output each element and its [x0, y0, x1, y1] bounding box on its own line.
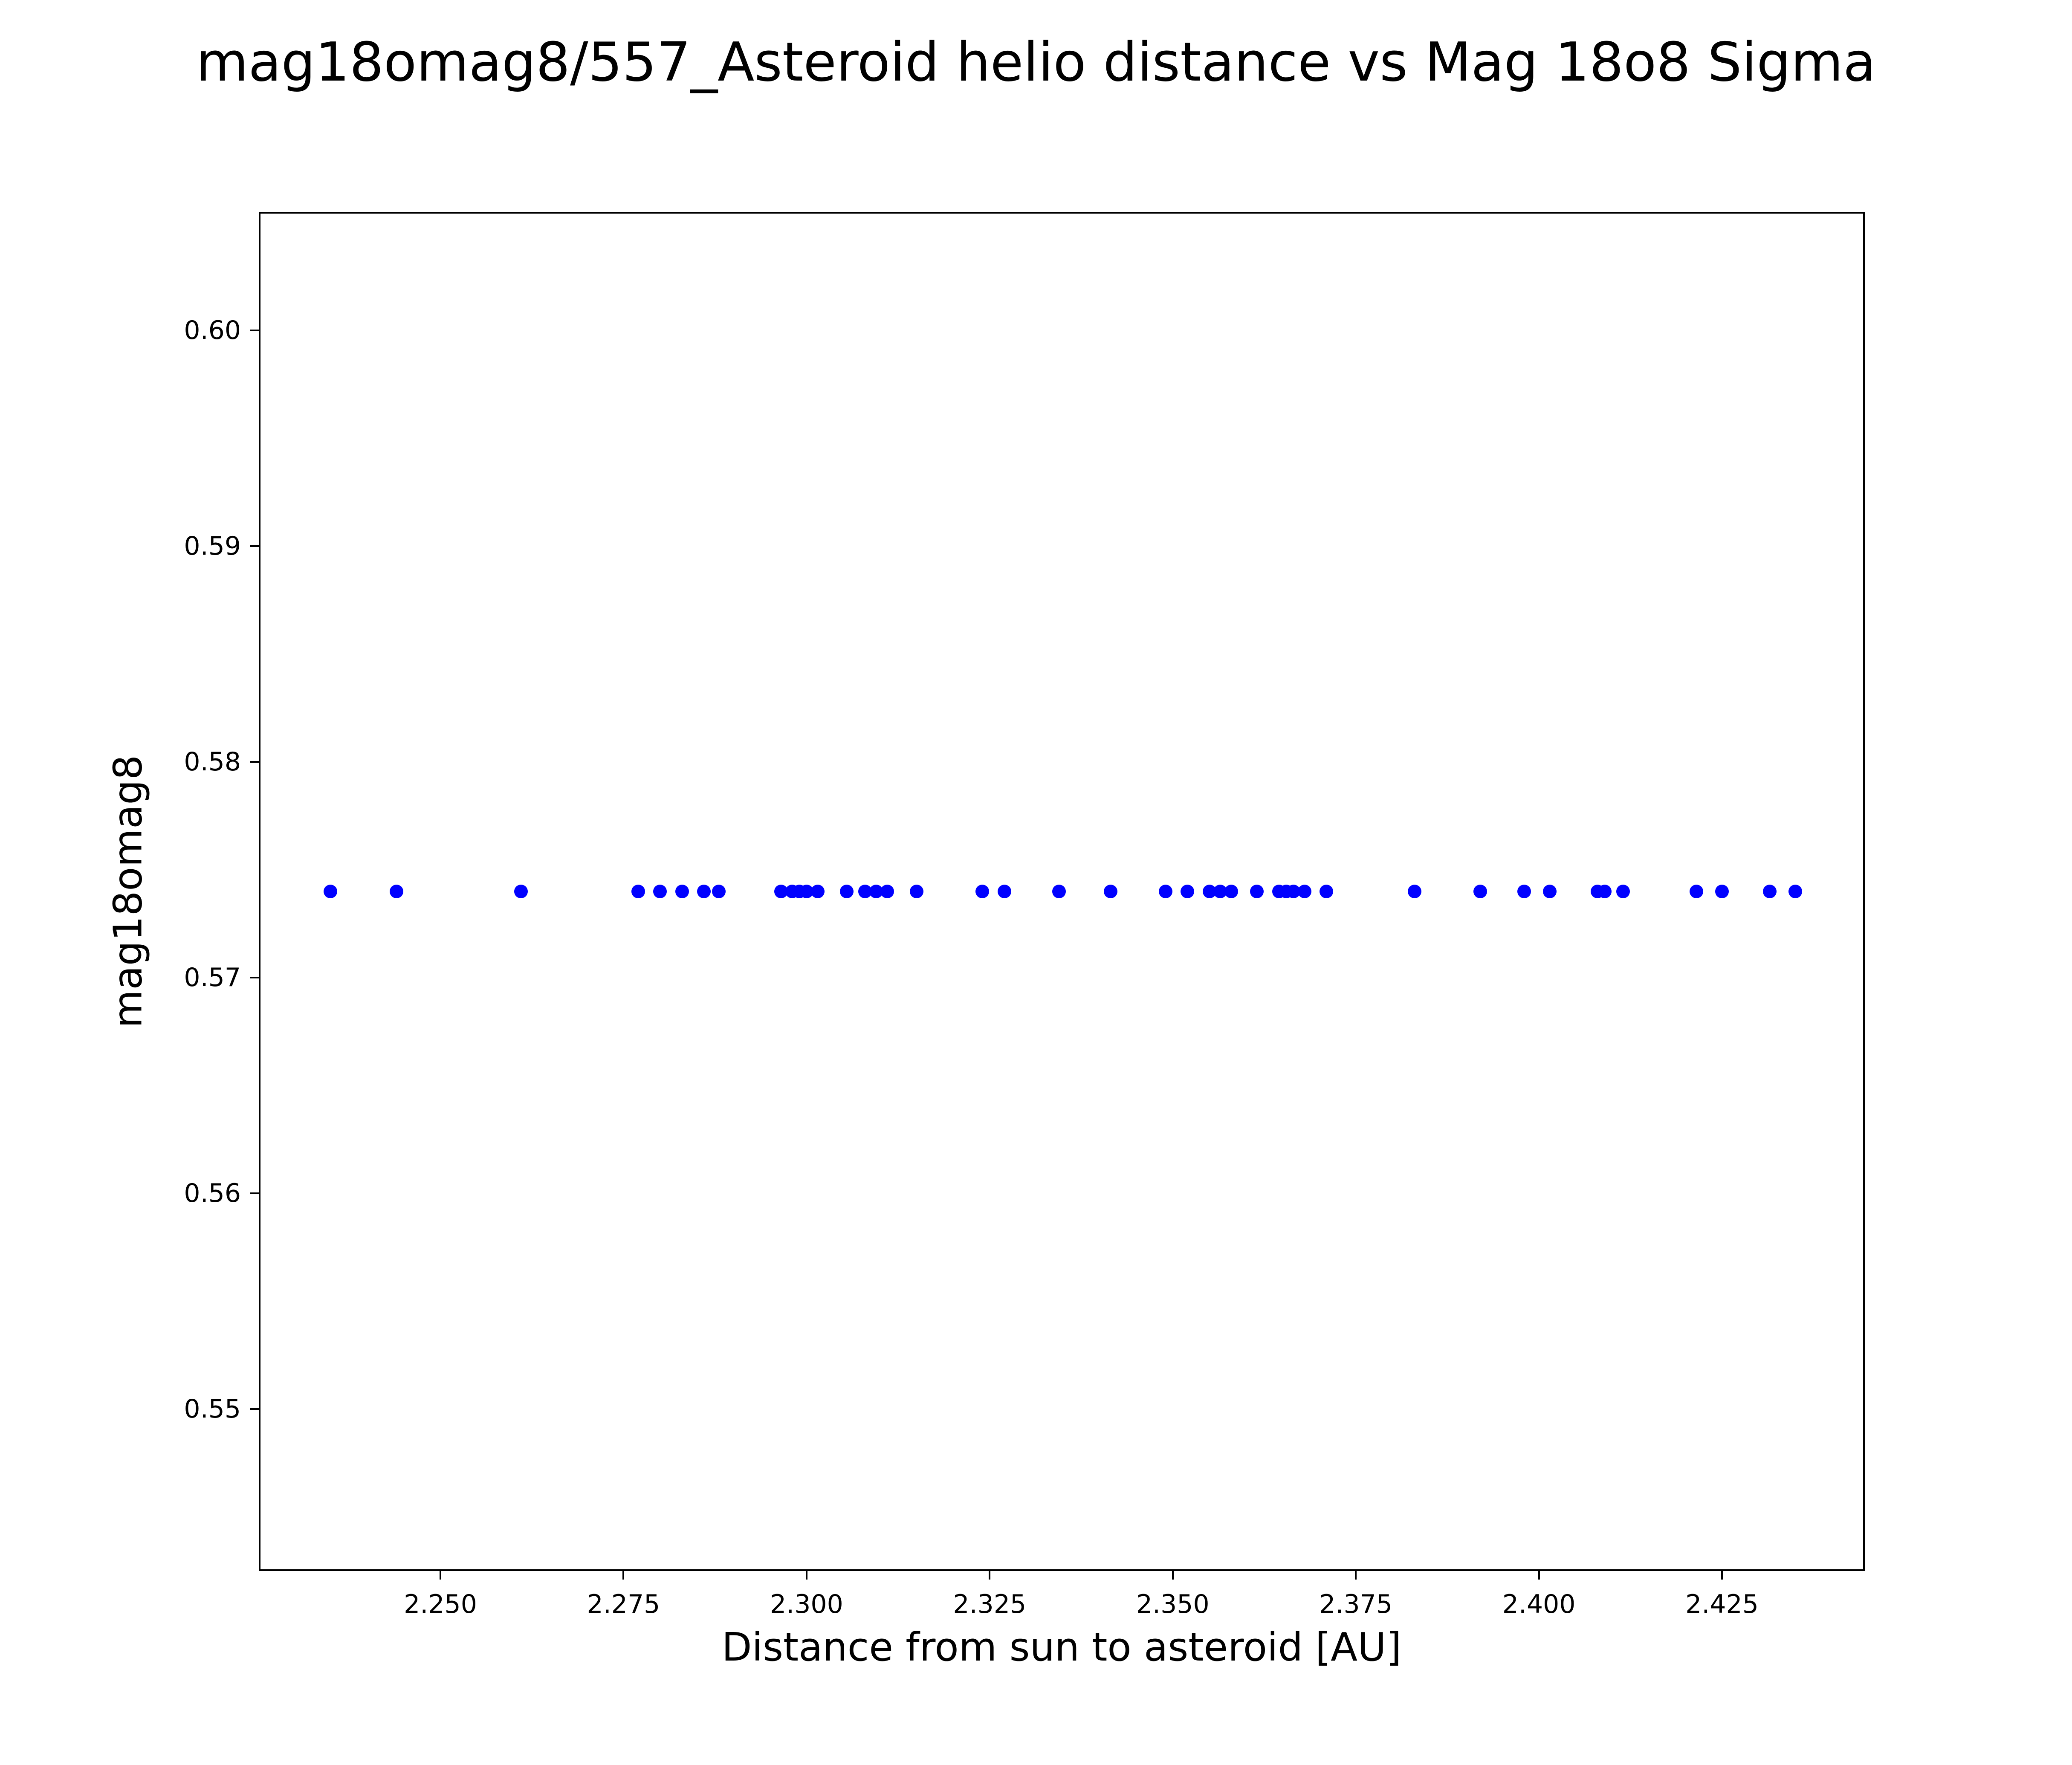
y-tick-mark [250, 761, 259, 763]
y-tick-mark [250, 977, 259, 979]
data-point [1103, 885, 1117, 898]
data-point [1788, 885, 1802, 898]
data-point [1543, 885, 1557, 898]
data-point [1181, 885, 1195, 898]
data-point [712, 885, 726, 898]
data-point [1715, 885, 1729, 898]
x-tick-mark [1721, 1571, 1723, 1580]
data-point [1473, 885, 1487, 898]
data-point [631, 885, 645, 898]
y-tick-label: 0.60 [184, 315, 241, 346]
x-tick-label: 2.400 [1502, 1589, 1576, 1619]
y-axis-label: mag18omag8 [105, 755, 151, 1028]
y-tick-mark [250, 1192, 259, 1195]
y-tick-mark [250, 330, 259, 332]
chart-title: mag18omag8/557_Asteroid helio distance v… [196, 31, 1876, 93]
data-point [975, 885, 990, 898]
y-tick-mark [250, 1408, 259, 1410]
x-tick-label: 2.350 [1136, 1589, 1210, 1619]
data-point [1052, 885, 1066, 898]
y-tick-label: 0.58 [184, 747, 241, 777]
data-point [1250, 885, 1264, 898]
x-tick-mark [989, 1571, 991, 1580]
data-point [1762, 885, 1777, 898]
data-point [653, 885, 667, 898]
data-point [810, 885, 825, 898]
data-point [675, 885, 689, 898]
x-tick-mark [1172, 1571, 1174, 1580]
data-point [997, 885, 1011, 898]
data-point [1616, 885, 1630, 898]
y-tick-label: 0.55 [184, 1394, 241, 1424]
x-tick-label: 2.325 [953, 1589, 1027, 1619]
x-tick-label: 2.250 [404, 1589, 477, 1619]
data-point [840, 885, 854, 898]
data-point [880, 885, 894, 898]
data-point [1517, 885, 1531, 898]
data-point [1320, 885, 1334, 898]
data-point [1158, 885, 1172, 898]
x-tick-label: 2.425 [1685, 1589, 1759, 1619]
y-tick-mark [250, 545, 259, 547]
data-point [514, 885, 528, 898]
data-point [697, 885, 711, 898]
y-tick-label: 0.57 [184, 963, 241, 993]
data-point [1407, 885, 1421, 898]
y-tick-label: 0.56 [184, 1178, 241, 1209]
x-tick-label: 2.300 [770, 1589, 843, 1619]
data-point [1689, 885, 1703, 898]
data-point [1224, 885, 1239, 898]
x-axis-label: Distance from sun to asteroid [AU] [721, 1624, 1402, 1670]
data-point [1297, 885, 1311, 898]
data-point [909, 885, 923, 898]
x-tick-label: 2.275 [587, 1589, 660, 1619]
x-tick-mark [439, 1571, 441, 1580]
data-point [1598, 885, 1612, 898]
x-tick-label: 2.375 [1319, 1589, 1393, 1619]
data-point [324, 885, 338, 898]
y-tick-label: 0.59 [184, 531, 241, 561]
x-tick-mark [805, 1571, 807, 1580]
data-point [389, 885, 403, 898]
x-tick-mark [1355, 1571, 1357, 1580]
x-tick-mark [1538, 1571, 1540, 1580]
x-tick-mark [622, 1571, 625, 1580]
